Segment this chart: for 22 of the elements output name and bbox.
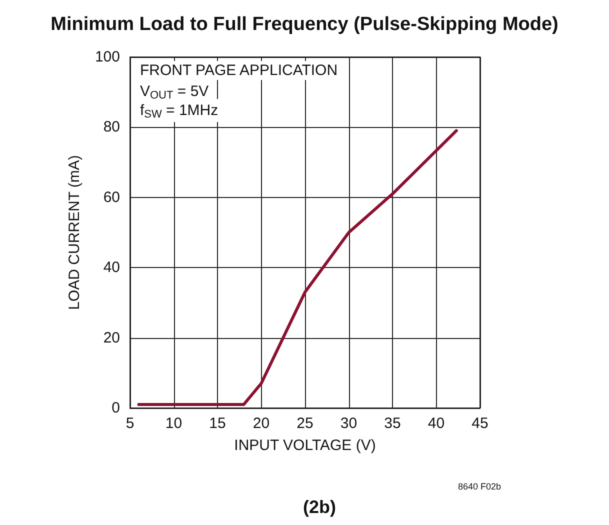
y-tick-label: 20 [103,329,120,346]
y-tick-label: 100 [94,48,120,66]
text: 8640 F02b [458,482,502,492]
x-tick-label: 5 [126,415,134,432]
x-tick-label: 25 [296,415,314,432]
x-tick-label: 45 [472,415,488,432]
x-axis-title: INPUT VOLTAGE (V) [234,437,376,454]
y-tick-label: 80 [103,118,120,136]
y-axis-title: LOAD CURRENT (mA) [66,155,83,310]
x-tick-label: 20 [252,415,270,432]
x-tick-label: 40 [428,415,445,432]
x-tick-label: 30 [340,415,358,432]
y-tick-label: 0 [112,400,120,416]
y-tick-label: 40 [103,259,120,276]
x-tick-label: 35 [384,415,401,432]
x-tick-label: 15 [209,415,226,432]
text: (2b) [303,497,336,517]
y-tick-label: 60 [103,188,120,206]
annotation: FRONT PAGE APPLICATION [140,62,338,79]
x-tick-label: 10 [165,415,182,432]
chart-title: Minimum Load to Full Frequency (Pulse-Skipping Mode) [50,14,558,35]
line-series [137,129,458,406]
